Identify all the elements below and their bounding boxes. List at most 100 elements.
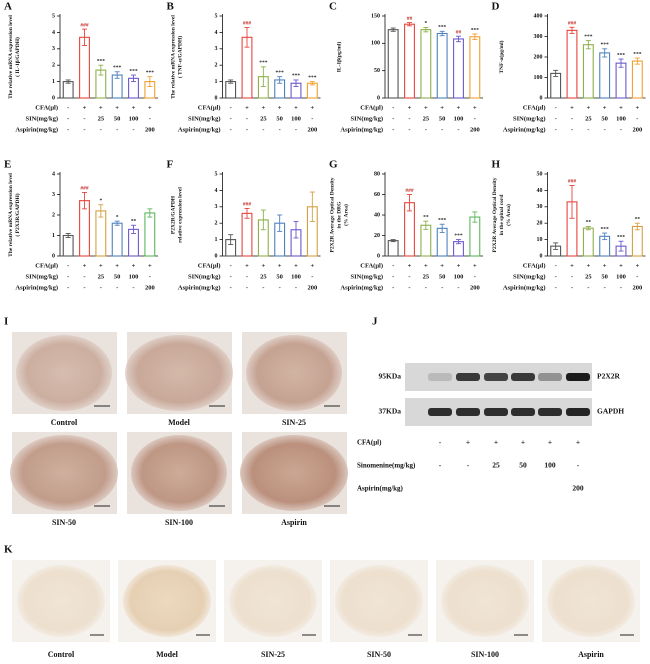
significance-label: ***	[617, 235, 626, 241]
y-tick-label: 1	[52, 233, 55, 239]
treatment-cell: +	[99, 262, 103, 269]
treatment-cell: +	[457, 262, 461, 269]
error-bar	[553, 242, 559, 250]
treatment-cell: -	[246, 273, 248, 280]
error-bar	[618, 240, 624, 252]
y-tick-label: 1	[215, 79, 218, 85]
treatment-cell: -	[100, 126, 102, 133]
treatment-cell: +	[424, 104, 428, 111]
treatment-cell: 100	[616, 115, 626, 122]
treatment-cell: 50	[114, 115, 121, 122]
bar	[79, 36, 90, 99]
error-bar	[634, 57, 640, 65]
error-bar	[131, 224, 136, 234]
treatment-cell: -	[132, 284, 134, 291]
blot-band	[566, 373, 590, 381]
tissue-section	[229, 565, 317, 637]
tissue-section	[547, 565, 635, 637]
y-tick-label: 20	[537, 221, 543, 227]
treatment-cell: +	[99, 104, 103, 111]
treatment-cell: +	[440, 104, 444, 111]
y-tick-label: 80	[374, 171, 380, 177]
bar	[95, 210, 107, 257]
treatment-cell: -	[116, 126, 118, 133]
error-bar	[456, 239, 461, 245]
treatment-cell: +	[310, 104, 314, 111]
tissue-section	[131, 435, 227, 511]
treatment-cell: -	[555, 262, 557, 269]
treatment-cell: -	[392, 284, 394, 291]
treatment-cell: +	[570, 262, 574, 269]
treatment-cell: +	[261, 262, 265, 269]
y-tick-label: 1	[215, 237, 218, 243]
tissue-section	[246, 335, 342, 411]
treatment-cell: +	[548, 438, 552, 447]
tissue-section	[335, 565, 423, 637]
y-tick-label: 0	[540, 95, 543, 101]
treatment-cell: +	[576, 438, 580, 447]
error-bar	[293, 221, 299, 239]
error-bar	[456, 35, 461, 43]
significance-label: ***	[438, 25, 447, 31]
error-bar	[65, 232, 71, 239]
panel-letter: H	[492, 159, 501, 171]
treatment-cell: 100	[544, 461, 556, 470]
treatment-cell: -	[311, 273, 313, 280]
treatment-cell: 50	[276, 273, 283, 280]
treatment-label: Aspirin(mg/kg)	[503, 284, 546, 291]
treatment-cell: -	[555, 126, 557, 133]
bar	[62, 234, 74, 257]
treatment-cell: +	[457, 104, 461, 111]
treatment-cell: -	[408, 115, 410, 122]
blot-band	[428, 373, 452, 381]
treatment-cell: +	[521, 438, 525, 447]
treatment-cell: -	[246, 115, 248, 122]
significance-label: ###	[80, 22, 89, 28]
treatment-cell: -	[555, 284, 557, 291]
error-bar	[228, 234, 234, 245]
significance-label: **	[586, 220, 592, 226]
error-bar	[228, 79, 234, 84]
significance-label: ###	[243, 202, 252, 208]
blot-band	[428, 408, 452, 416]
bar	[453, 38, 464, 99]
y-tick-label: 3	[215, 46, 218, 52]
treatment-cell: 100	[454, 115, 464, 122]
image-label: Aspirin	[578, 650, 604, 659]
error-bar	[390, 27, 396, 32]
treatment-cell: +	[83, 262, 87, 269]
treatment-cell: -	[230, 104, 232, 111]
significance-label: ###	[568, 179, 577, 185]
significance-label: ***	[97, 58, 106, 64]
y-axis-label: TNF-α(pg/ml)	[498, 40, 505, 73]
treatment-cell: 25	[585, 115, 592, 122]
treatment-cell: -	[246, 126, 248, 133]
image-label: SIN-50	[52, 518, 76, 527]
treatment-cell: -	[230, 273, 232, 280]
treatment-label: SIN(mg/kg)	[513, 273, 546, 280]
treatment-cell: -	[230, 115, 232, 122]
image-label: SIN-50	[367, 650, 391, 659]
treatment-cell: -	[149, 115, 151, 122]
bar	[225, 81, 237, 99]
treatment-label: Aspirin(mg/kg)	[178, 126, 221, 133]
treatment-label: Aspirin(mg/kg)	[340, 126, 383, 133]
error-bar	[82, 28, 87, 46]
treatment-cell: +	[132, 262, 136, 269]
treatment-cell: 25	[260, 115, 267, 122]
treatment-cell: -	[555, 104, 557, 111]
significance-label: ***	[259, 60, 268, 66]
treatment-cell: -	[279, 284, 281, 291]
treatment-cell: 50	[439, 273, 446, 280]
bar	[566, 29, 578, 99]
error-bar	[147, 208, 153, 218]
treatment-cell: -	[67, 126, 69, 133]
treatment-cell: -	[295, 126, 297, 133]
significance-label: *	[424, 21, 427, 27]
treatment-cell: 25	[98, 273, 105, 280]
treatment-cell: 25	[585, 273, 592, 280]
treatment-label: Aspirin(mg/kg)	[15, 284, 58, 291]
treatment-cell: -	[571, 273, 573, 280]
tissue-section	[16, 335, 112, 411]
